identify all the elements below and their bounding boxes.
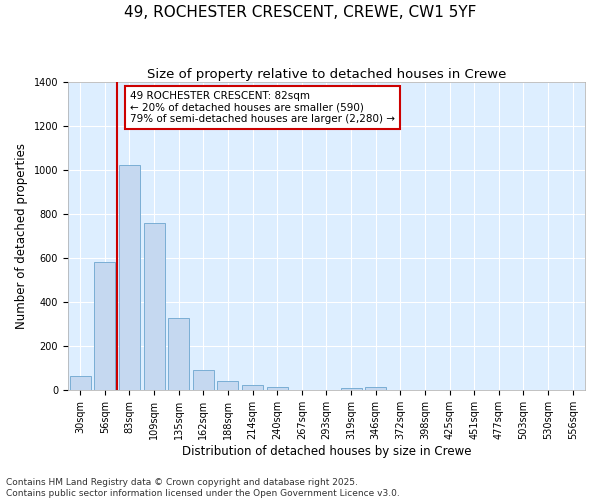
Text: Contains HM Land Registry data © Crown copyright and database right 2025.
Contai: Contains HM Land Registry data © Crown c… bbox=[6, 478, 400, 498]
Bar bbox=[365, 387, 386, 390]
Y-axis label: Number of detached properties: Number of detached properties bbox=[15, 143, 28, 329]
Bar bbox=[143, 222, 164, 390]
Text: 49, ROCHESTER CRESCENT, CREWE, CW1 5YF: 49, ROCHESTER CRESCENT, CREWE, CW1 5YF bbox=[124, 5, 476, 20]
Bar bbox=[242, 385, 263, 390]
Text: 49 ROCHESTER CRESCENT: 82sqm
← 20% of detached houses are smaller (590)
79% of s: 49 ROCHESTER CRESCENT: 82sqm ← 20% of de… bbox=[130, 91, 395, 124]
X-axis label: Distribution of detached houses by size in Crewe: Distribution of detached houses by size … bbox=[182, 444, 471, 458]
Bar bbox=[94, 262, 115, 390]
Bar bbox=[341, 388, 362, 390]
Bar bbox=[267, 387, 287, 390]
Title: Size of property relative to detached houses in Crewe: Size of property relative to detached ho… bbox=[147, 68, 506, 80]
Bar bbox=[70, 376, 91, 390]
Bar bbox=[168, 318, 189, 390]
Bar bbox=[193, 370, 214, 390]
Bar bbox=[119, 166, 140, 390]
Bar bbox=[217, 382, 238, 390]
